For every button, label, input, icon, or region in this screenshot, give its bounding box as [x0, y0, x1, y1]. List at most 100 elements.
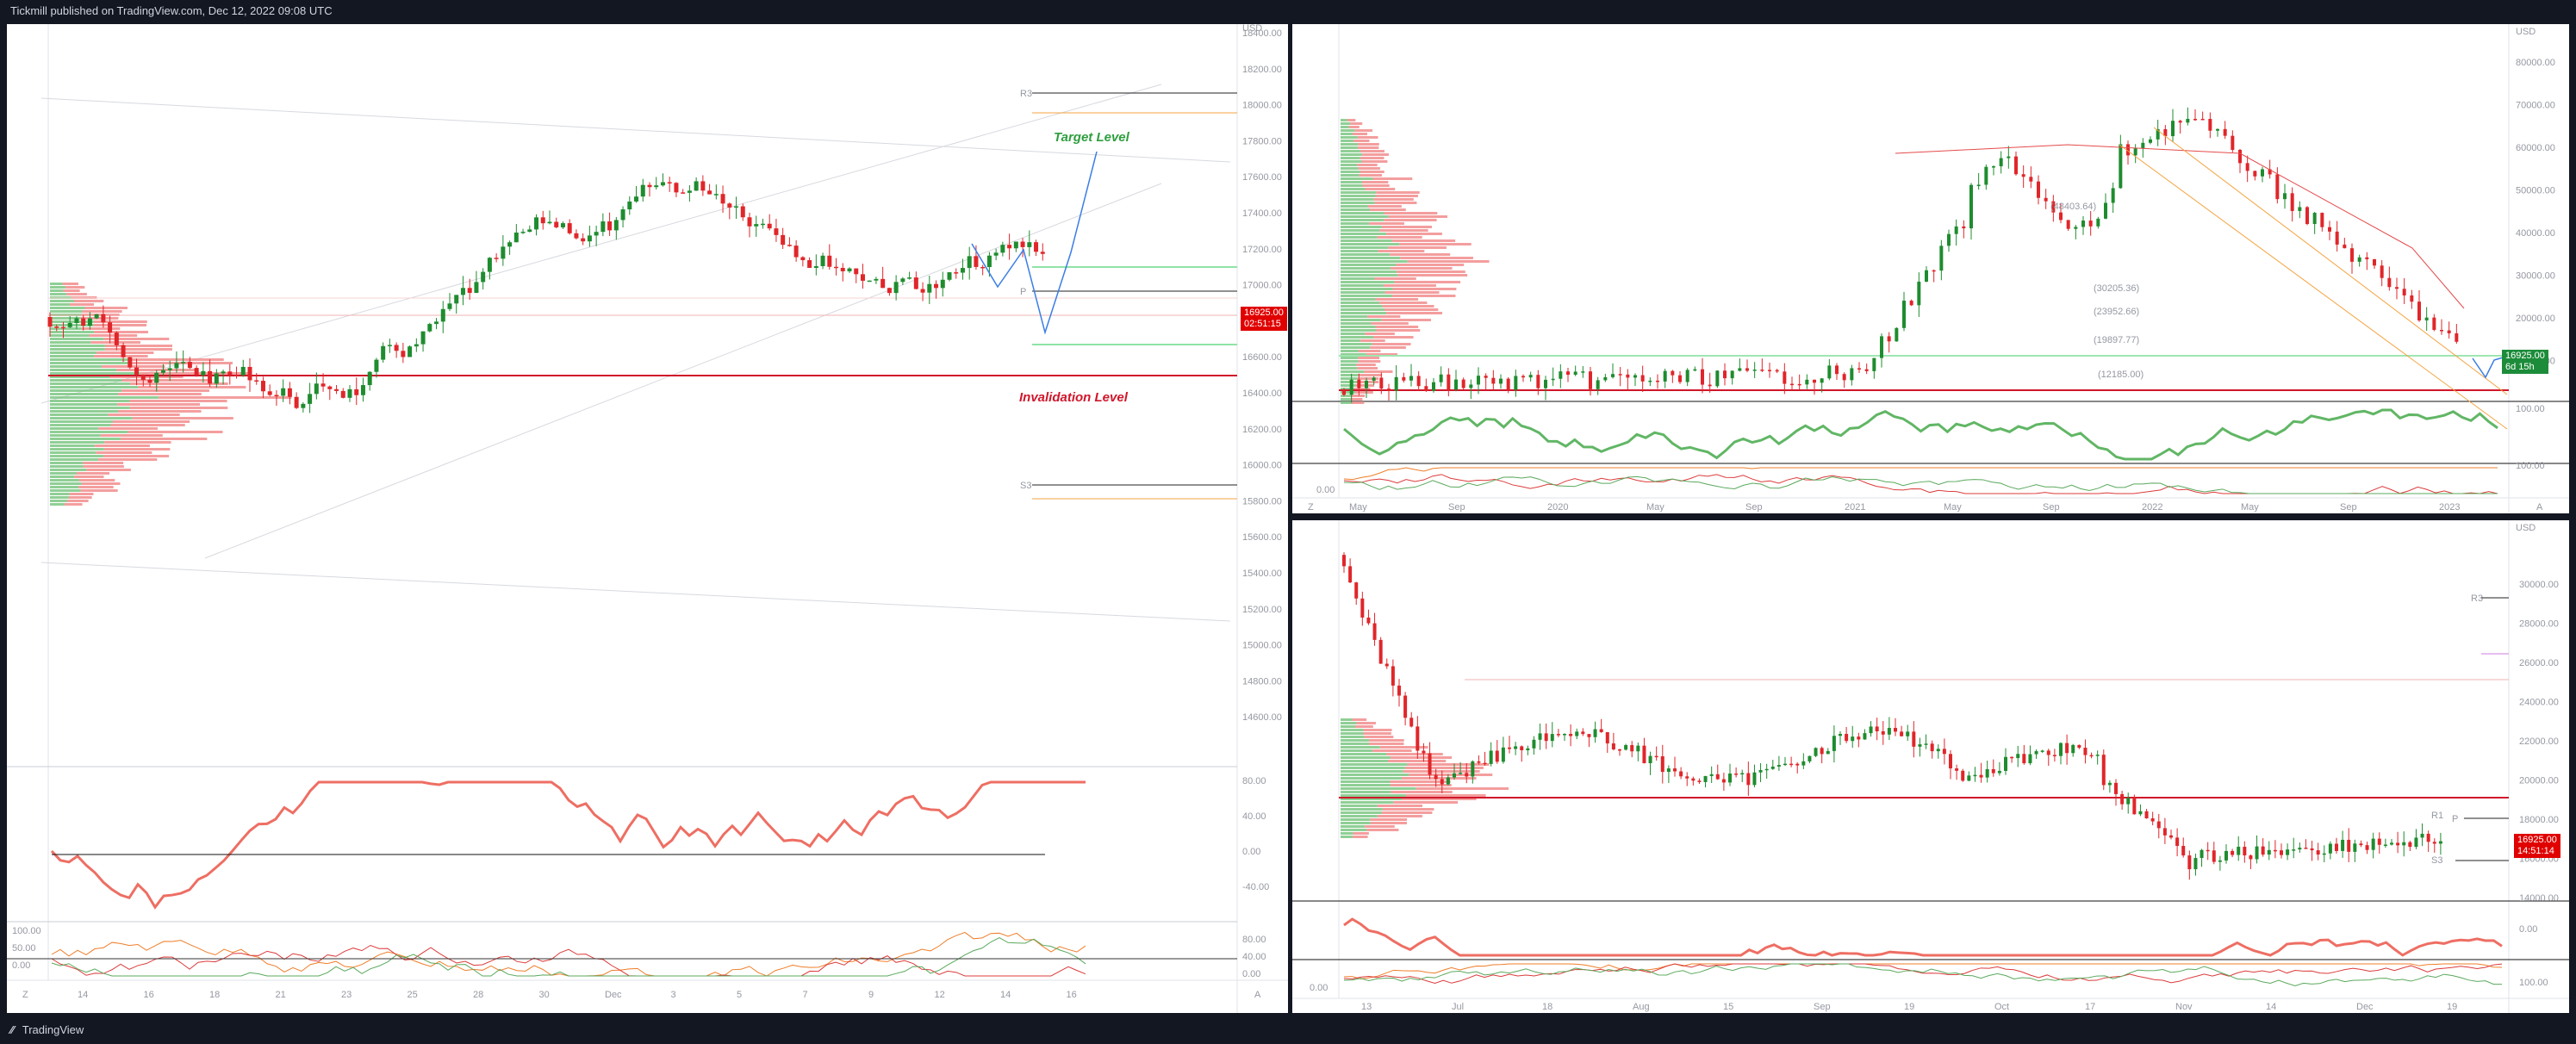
br-volume-profile-sell: [1369, 743, 1404, 745]
left-channel-1: [40, 84, 1162, 404]
tr-osc-tick: 100.00: [2516, 461, 2545, 471]
left-candle-body: [986, 255, 992, 268]
tr-volume-profile-sell: [1386, 312, 1443, 314]
br-candle-body: [1403, 695, 1408, 718]
tr-volume-profile-sell: [1357, 146, 1379, 149]
tr-candle-body: [1648, 380, 1652, 382]
tr-countdown: 6d 15h: [2505, 362, 2535, 372]
br-volume-profile-buy: [1341, 725, 1356, 728]
br-candle-body: [1721, 779, 1726, 783]
br-candle-body: [1863, 733, 1867, 740]
tr-volume-profile-buy: [1341, 322, 1372, 325]
left-volume-profile-sell: [129, 400, 227, 402]
br-candle-body: [2028, 754, 2032, 764]
tr-volume-profile-buy: [1341, 374, 1360, 376]
tr-candle-body: [1969, 184, 1973, 229]
br-candle-body: [1489, 750, 1493, 764]
br-candle-body: [1997, 770, 2001, 774]
tr-volume-profile-sell: [1378, 250, 1425, 252]
left-candle-body: [920, 289, 925, 293]
tr-candle-body: [1559, 371, 1563, 379]
tr-candle-body: [1671, 370, 1675, 376]
top-right-chart-canvas[interactable]: USD 80000.00 70000.00 60000.00 50000.00 40000…: [1292, 24, 2569, 513]
br-volume-profile-buy: [1341, 784, 1391, 786]
tr-volume-profile-buy: [1341, 388, 1354, 390]
tr-candle-body: [1797, 383, 1801, 386]
left-chart-canvas[interactable]: 18400.00 18200.00 18000.00 17800.00 17600.00…: [7, 24, 1288, 1013]
tr-candle-body: [1416, 376, 1421, 387]
left-chart-panel[interactable]: 18400.00 18200.00 18000.00 17800.00 17600.00…: [7, 24, 1288, 1013]
left-volume-profile-buy: [50, 465, 84, 468]
left-candle-body: [594, 232, 599, 236]
tr-candle-body: [2455, 332, 2459, 342]
left-candle-body: [774, 228, 779, 235]
left-countdown: 02:51:15: [1244, 319, 1281, 329]
tr-candle-body: [1701, 369, 1704, 385]
br-candle-body: [2114, 782, 2118, 794]
tr-candle-body: [1387, 388, 1391, 391]
left-candle-body: [800, 257, 806, 261]
tr-candle-body: [1895, 327, 1899, 342]
top-right-chart-panel[interactable]: USD 80000.00 70000.00 60000.00 50000.00 40000…: [1292, 24, 2569, 513]
left-a-button: A: [1254, 990, 1261, 1000]
br-candle-body: [2402, 842, 2406, 846]
tr-last-price: 16925.00: [2505, 351, 2545, 361]
left-time-tick: 9: [868, 990, 874, 1000]
left-candle-body: [600, 221, 606, 233]
left-volume-profile-buy: [50, 289, 64, 292]
left-candle-body: [481, 271, 486, 283]
br-candle-body: [2310, 848, 2314, 851]
left-price-tick: 17000.00: [1242, 281, 1282, 291]
left-stoch-tick-right: 40.00: [1242, 952, 1266, 962]
br-candle-body: [2316, 850, 2320, 855]
tr-volume-profile-buy: [1341, 119, 1347, 121]
tradingview-logo-icon: ⁄⁄: [10, 1023, 15, 1036]
br-candle-body: [2420, 833, 2424, 838]
br-candle-body: [1446, 777, 1450, 785]
tr-candle-body: [1566, 371, 1570, 376]
left-candle-body: [287, 388, 292, 397]
tr-time-tick: May: [1646, 502, 1664, 513]
br-volume-profile-sell: [1391, 756, 1453, 759]
left-volume-profile-sell: [93, 324, 147, 326]
tr-volume-profile-sell: [1373, 336, 1414, 339]
left-candle-body: [47, 317, 53, 327]
left-volume-profile-sell: [83, 465, 124, 468]
left-volume-profile-sell: [77, 472, 110, 475]
left-candle-body: [167, 368, 172, 370]
br-volume-profile-sell: [1407, 763, 1490, 766]
tr-candle-body: [1528, 375, 1533, 378]
tr-candle-body: [2178, 121, 2182, 123]
tr-time-tick: May: [1349, 502, 1367, 513]
tradingview-footer: ⁄⁄ TradingView: [0, 1016, 2576, 1044]
br-volume-profile-buy: [1341, 780, 1391, 783]
br-candle-body: [2034, 751, 2038, 755]
tr-candle-body: [1603, 376, 1608, 381]
tr-candle-body: [2007, 156, 2011, 158]
tr-candle-body: [1499, 378, 1503, 384]
br-candle-body: [2095, 755, 2100, 756]
left-time-tick: 7: [803, 990, 808, 1000]
br-candle-body: [2169, 835, 2173, 838]
left-volume-profile-buy: [50, 317, 81, 320]
left-candle-body: [560, 223, 565, 227]
br-s3-label: S3: [2431, 855, 2442, 866]
left-candle-body: [720, 194, 725, 204]
br-candle-body: [1973, 774, 1977, 777]
br-candle-body: [2187, 855, 2192, 870]
tr-candle-body: [2156, 128, 2160, 140]
tr-volume-profile-buy: [1341, 260, 1408, 263]
tr-candle-body: [1514, 376, 1518, 390]
br-candle-body: [2243, 847, 2247, 856]
br-volume-profile-buy: [1341, 722, 1357, 724]
bottom-right-chart-canvas[interactable]: USD 30000.00 28000.00 26000.00 24000.00 22000…: [1292, 520, 2569, 1013]
tr-price-tick: 40000.00: [2516, 228, 2555, 239]
bottom-right-chart-panel[interactable]: USD 30000.00 28000.00 26000.00 24000.00 22000…: [1292, 520, 2569, 1013]
left-candle-body: [67, 322, 72, 327]
br-candle-body: [1391, 666, 1395, 686]
left-volume-profile-buy: [50, 320, 94, 323]
tr-volume-profile-buy: [1341, 370, 1365, 373]
tr-volume-profile-buy: [1341, 233, 1387, 235]
left-candle-body: [513, 232, 519, 243]
left-volume-profile-sell: [63, 289, 80, 292]
